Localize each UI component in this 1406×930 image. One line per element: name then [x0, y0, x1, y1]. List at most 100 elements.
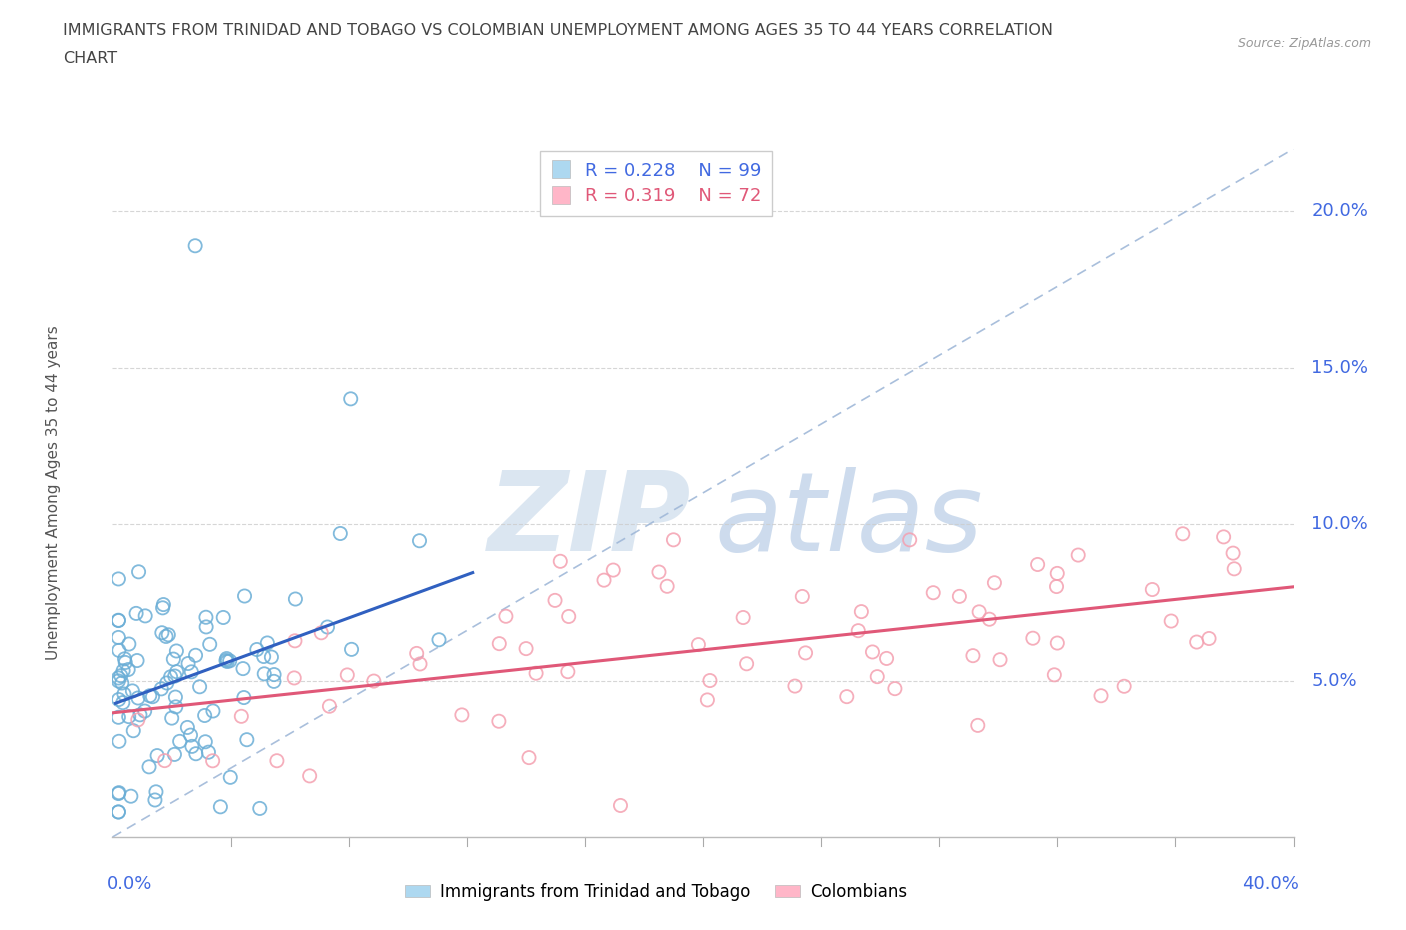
Text: 0.0%: 0.0%: [107, 875, 152, 893]
Point: [548, 554, 571, 569]
Point: [263, 667, 285, 682]
Point: [165, 690, 187, 705]
Point: [166, 664, 188, 679]
Point: [155, 629, 177, 644]
Point: [1160, 614, 1182, 629]
Point: [851, 604, 873, 619]
Point: [163, 747, 186, 762]
Point: [157, 628, 180, 643]
Point: [922, 585, 945, 600]
Point: [236, 732, 259, 747]
Point: [284, 633, 307, 648]
Point: [219, 770, 242, 785]
Point: [699, 673, 721, 688]
Point: [107, 786, 129, 801]
Point: [108, 734, 131, 749]
Point: [108, 643, 131, 658]
Point: [114, 655, 136, 670]
Point: [165, 699, 187, 714]
Point: [283, 671, 305, 685]
Point: [215, 651, 238, 666]
Point: [1114, 679, 1136, 694]
Point: [159, 670, 181, 684]
Point: [184, 238, 207, 253]
Point: [212, 610, 235, 625]
Point: [783, 679, 806, 694]
Point: [215, 653, 238, 668]
Point: [233, 589, 256, 604]
Point: [1043, 668, 1066, 683]
Point: [107, 613, 129, 628]
Point: [198, 637, 221, 652]
Point: [184, 746, 207, 761]
Point: [152, 601, 174, 616]
Point: [107, 613, 129, 628]
Point: [948, 589, 970, 604]
Point: [120, 789, 142, 804]
Point: [118, 637, 141, 652]
Point: [966, 718, 988, 733]
Point: [409, 657, 432, 671]
Point: [688, 637, 710, 652]
Text: 15.0%: 15.0%: [1312, 359, 1368, 377]
Point: [145, 784, 167, 799]
Point: [194, 735, 217, 750]
Point: [318, 698, 340, 713]
Point: [156, 675, 179, 690]
Point: [792, 589, 814, 604]
Point: [883, 681, 905, 696]
Point: [209, 800, 232, 815]
Point: [141, 689, 163, 704]
Point: [162, 652, 184, 667]
Point: [340, 642, 363, 657]
Point: [195, 619, 218, 634]
Text: IMMIGRANTS FROM TRINIDAD AND TOBAGO VS COLOMBIAN UNEMPLOYMENT AMONG AGES 35 TO 4: IMMIGRANTS FROM TRINIDAD AND TOBAGO VS C…: [63, 23, 1053, 38]
Point: [107, 692, 129, 707]
Point: [121, 684, 143, 698]
Point: [593, 573, 616, 588]
Point: [129, 708, 152, 723]
Point: [311, 625, 333, 640]
Text: 20.0%: 20.0%: [1312, 203, 1368, 220]
Point: [188, 679, 211, 694]
Point: [150, 682, 173, 697]
Point: [648, 565, 671, 579]
Point: [1171, 526, 1194, 541]
Point: [201, 753, 224, 768]
Point: [122, 724, 145, 738]
Point: [107, 572, 129, 587]
Point: [298, 768, 321, 783]
Point: [405, 646, 427, 661]
Point: [128, 565, 150, 579]
Point: [979, 612, 1001, 627]
Text: Unemployment Among Ages 35 to 44 years: Unemployment Among Ages 35 to 44 years: [46, 326, 60, 660]
Point: [153, 753, 176, 768]
Point: [1022, 631, 1045, 645]
Point: [231, 709, 253, 724]
Text: 40.0%: 40.0%: [1243, 875, 1299, 893]
Point: [127, 712, 149, 727]
Point: [117, 662, 139, 677]
Point: [1185, 634, 1208, 649]
Point: [160, 711, 183, 725]
Point: [108, 785, 131, 800]
Point: [232, 690, 254, 705]
Point: [1067, 548, 1090, 563]
Point: [495, 609, 517, 624]
Text: ZIP: ZIP: [488, 467, 692, 574]
Point: [125, 653, 148, 668]
Point: [107, 804, 129, 819]
Point: [427, 632, 450, 647]
Point: [107, 671, 129, 685]
Point: [544, 593, 567, 608]
Point: [363, 673, 385, 688]
Point: [794, 645, 817, 660]
Point: [339, 392, 361, 406]
Point: [118, 710, 141, 724]
Text: 5.0%: 5.0%: [1312, 671, 1357, 689]
Point: [336, 668, 359, 683]
Point: [163, 669, 186, 684]
Point: [112, 686, 135, 701]
Point: [169, 734, 191, 749]
Point: [735, 657, 758, 671]
